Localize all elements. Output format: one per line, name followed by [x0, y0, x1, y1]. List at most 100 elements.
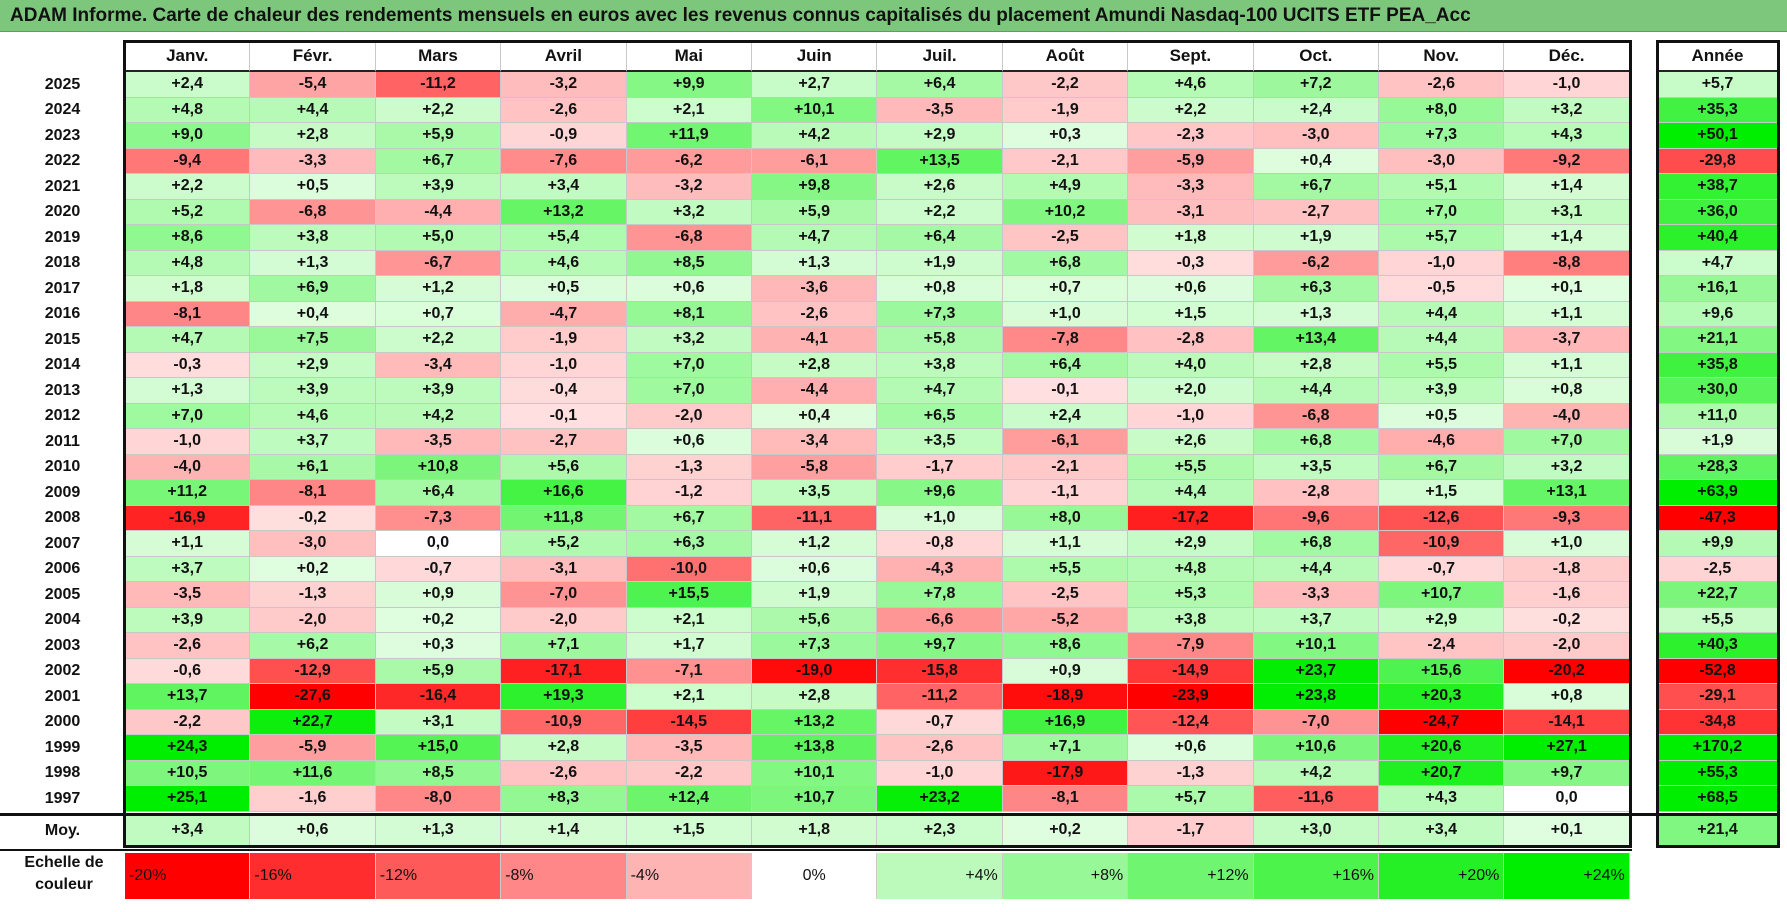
- year-label: 2006: [44, 560, 81, 578]
- heatmap-cell: +6,7: [1379, 454, 1505, 480]
- annual-cell: +21,1: [1658, 327, 1778, 353]
- average-cell: +0,2: [1002, 815, 1129, 846]
- heatmap-cell: +7,0: [125, 403, 251, 429]
- heatmap-cell: -2,0: [250, 607, 376, 633]
- heatmap-cell: +6,4: [877, 72, 1003, 98]
- average-cell: +1,5: [626, 815, 752, 846]
- heatmap-cell: +4,6: [501, 250, 627, 276]
- heatmap-cell: +0,5: [250, 174, 376, 200]
- heatmap-cell: +0,9: [375, 582, 502, 608]
- annual-cell: +9,9: [1658, 531, 1778, 557]
- heatmap-cell: -2,0: [1504, 633, 1630, 659]
- heatmap-cell: +3,8: [1128, 607, 1254, 633]
- heatmap-cell: +2,2: [877, 199, 1003, 225]
- heatmap-cell: -3,2: [626, 174, 752, 200]
- color-scale-swatch: +16%: [1253, 853, 1379, 899]
- heatmap-cell: +7,0: [626, 378, 752, 404]
- heatmap-cell: +10,6: [1253, 735, 1379, 761]
- heatmap-cell: +0,6: [626, 276, 752, 302]
- heatmap-cell: +0,2: [250, 556, 376, 582]
- heatmap-cell: +0,4: [752, 403, 878, 429]
- heatmap-cell: +5,2: [501, 531, 627, 557]
- heatmap-cell: +8,0: [1002, 505, 1129, 531]
- heatmap-cell: -3,5: [375, 429, 502, 455]
- heatmap-cell: -15,8: [877, 658, 1003, 684]
- heatmap-cell: +4,3: [1379, 786, 1505, 812]
- heatmap-cell: -0,2: [250, 505, 376, 531]
- heatmap-cell: +20,3: [1379, 684, 1505, 710]
- month-header: Août: [1002, 42, 1129, 72]
- heatmap-cell: -3,5: [125, 582, 251, 608]
- heatmap-cell: +4,4: [1379, 327, 1505, 353]
- heatmap-cell: +1,0: [877, 505, 1003, 531]
- heatmap-cell: +3,9: [1379, 378, 1505, 404]
- heatmap-cell: +10,7: [1379, 582, 1505, 608]
- heatmap-cell: -3,2: [501, 72, 627, 98]
- heatmap-cell: +4,6: [250, 403, 376, 429]
- heatmap-cell: -27,6: [250, 684, 376, 710]
- annual-cell: -29,1: [1658, 684, 1778, 710]
- heatmap-cell: -0,3: [1128, 250, 1254, 276]
- color-scale-swatch: -16%: [250, 853, 376, 899]
- heatmap-cell: +6,8: [1002, 250, 1129, 276]
- heatmap-cell: +0,5: [501, 276, 627, 302]
- heatmap-cell: +2,9: [877, 123, 1003, 149]
- heatmap-cell: +0,6: [1128, 735, 1254, 761]
- heatmap-cell: -10,9: [501, 709, 627, 735]
- month-header: Mai: [626, 42, 752, 72]
- heatmap-cell: +7,8: [877, 582, 1003, 608]
- year-label: 2000: [44, 713, 81, 731]
- annual-cell: +170,2: [1658, 735, 1778, 761]
- heatmap-cell: +4,2: [1253, 760, 1379, 786]
- heatmap-cell: -12,9: [250, 658, 376, 684]
- heatmap-cell: +1,2: [752, 531, 878, 557]
- heatmap-cell: +4,8: [1128, 556, 1254, 582]
- heatmap-cell: +3,2: [626, 327, 752, 353]
- heatmap-cell: +6,4: [1002, 352, 1129, 378]
- heatmap-cell: +1,2: [375, 276, 502, 302]
- heatmap-cell: +6,9: [250, 276, 376, 302]
- average-label: Moy.: [44, 821, 81, 839]
- annual-cell: -47,3: [1658, 505, 1778, 531]
- bottom-separator: [0, 848, 1632, 851]
- heatmap-cell: +13,2: [501, 199, 627, 225]
- heatmap-cell: -2,0: [626, 403, 752, 429]
- heatmap-cell: +1,7: [626, 633, 752, 659]
- heatmap-cell: -7,3: [375, 505, 502, 531]
- heatmap-cell: +1,1: [125, 531, 251, 557]
- color-scale-swatch: +12%: [1128, 853, 1254, 899]
- heatmap-cell: +0,2: [375, 607, 502, 633]
- heatmap-cell: -2,6: [125, 633, 251, 659]
- heatmap-cell: +1,0: [1504, 531, 1630, 557]
- heatmap-cell: +25,1: [125, 786, 251, 812]
- year-label: 2002: [44, 662, 81, 680]
- heatmap-cell: +12,4: [626, 786, 752, 812]
- year-label: 2016: [44, 305, 81, 323]
- month-header: Janv.: [125, 42, 251, 72]
- annual-cell: +38,7: [1658, 174, 1778, 200]
- heatmap-cell: +2,2: [375, 97, 502, 123]
- heatmap-cell: -4,1: [752, 327, 878, 353]
- heatmap-cell: +5,3: [1128, 582, 1254, 608]
- color-scale-label-line2: couleur: [35, 876, 93, 893]
- year-label: 2019: [44, 228, 81, 246]
- heatmap-cell: +5,4: [501, 225, 627, 251]
- heatmap-cell: -2,5: [1002, 582, 1129, 608]
- heatmap-cell: -8,8: [1504, 250, 1630, 276]
- year-label: 2018: [44, 254, 81, 272]
- year-label: 1997: [44, 789, 81, 807]
- heatmap-cell: -18,9: [1002, 684, 1129, 710]
- heatmap-cell: -24,7: [1379, 709, 1505, 735]
- heatmap-cell: +8,6: [1002, 633, 1129, 659]
- color-scale-label: Echelle de couleur: [0, 852, 128, 902]
- heatmap-cell: +0,4: [250, 301, 376, 327]
- heatmap-cell: +23,8: [1253, 684, 1379, 710]
- heatmap-cell: +1,8: [125, 276, 251, 302]
- heatmap-cell: +1,9: [1253, 225, 1379, 251]
- annual-cell: +40,3: [1658, 633, 1778, 659]
- heatmap-cell: -2,8: [1128, 327, 1254, 353]
- heatmap-cell: +2,4: [1002, 403, 1129, 429]
- heatmap-cell: +15,6: [1379, 658, 1505, 684]
- year-label: 2005: [44, 585, 81, 603]
- heatmap-cell: -1,0: [125, 429, 251, 455]
